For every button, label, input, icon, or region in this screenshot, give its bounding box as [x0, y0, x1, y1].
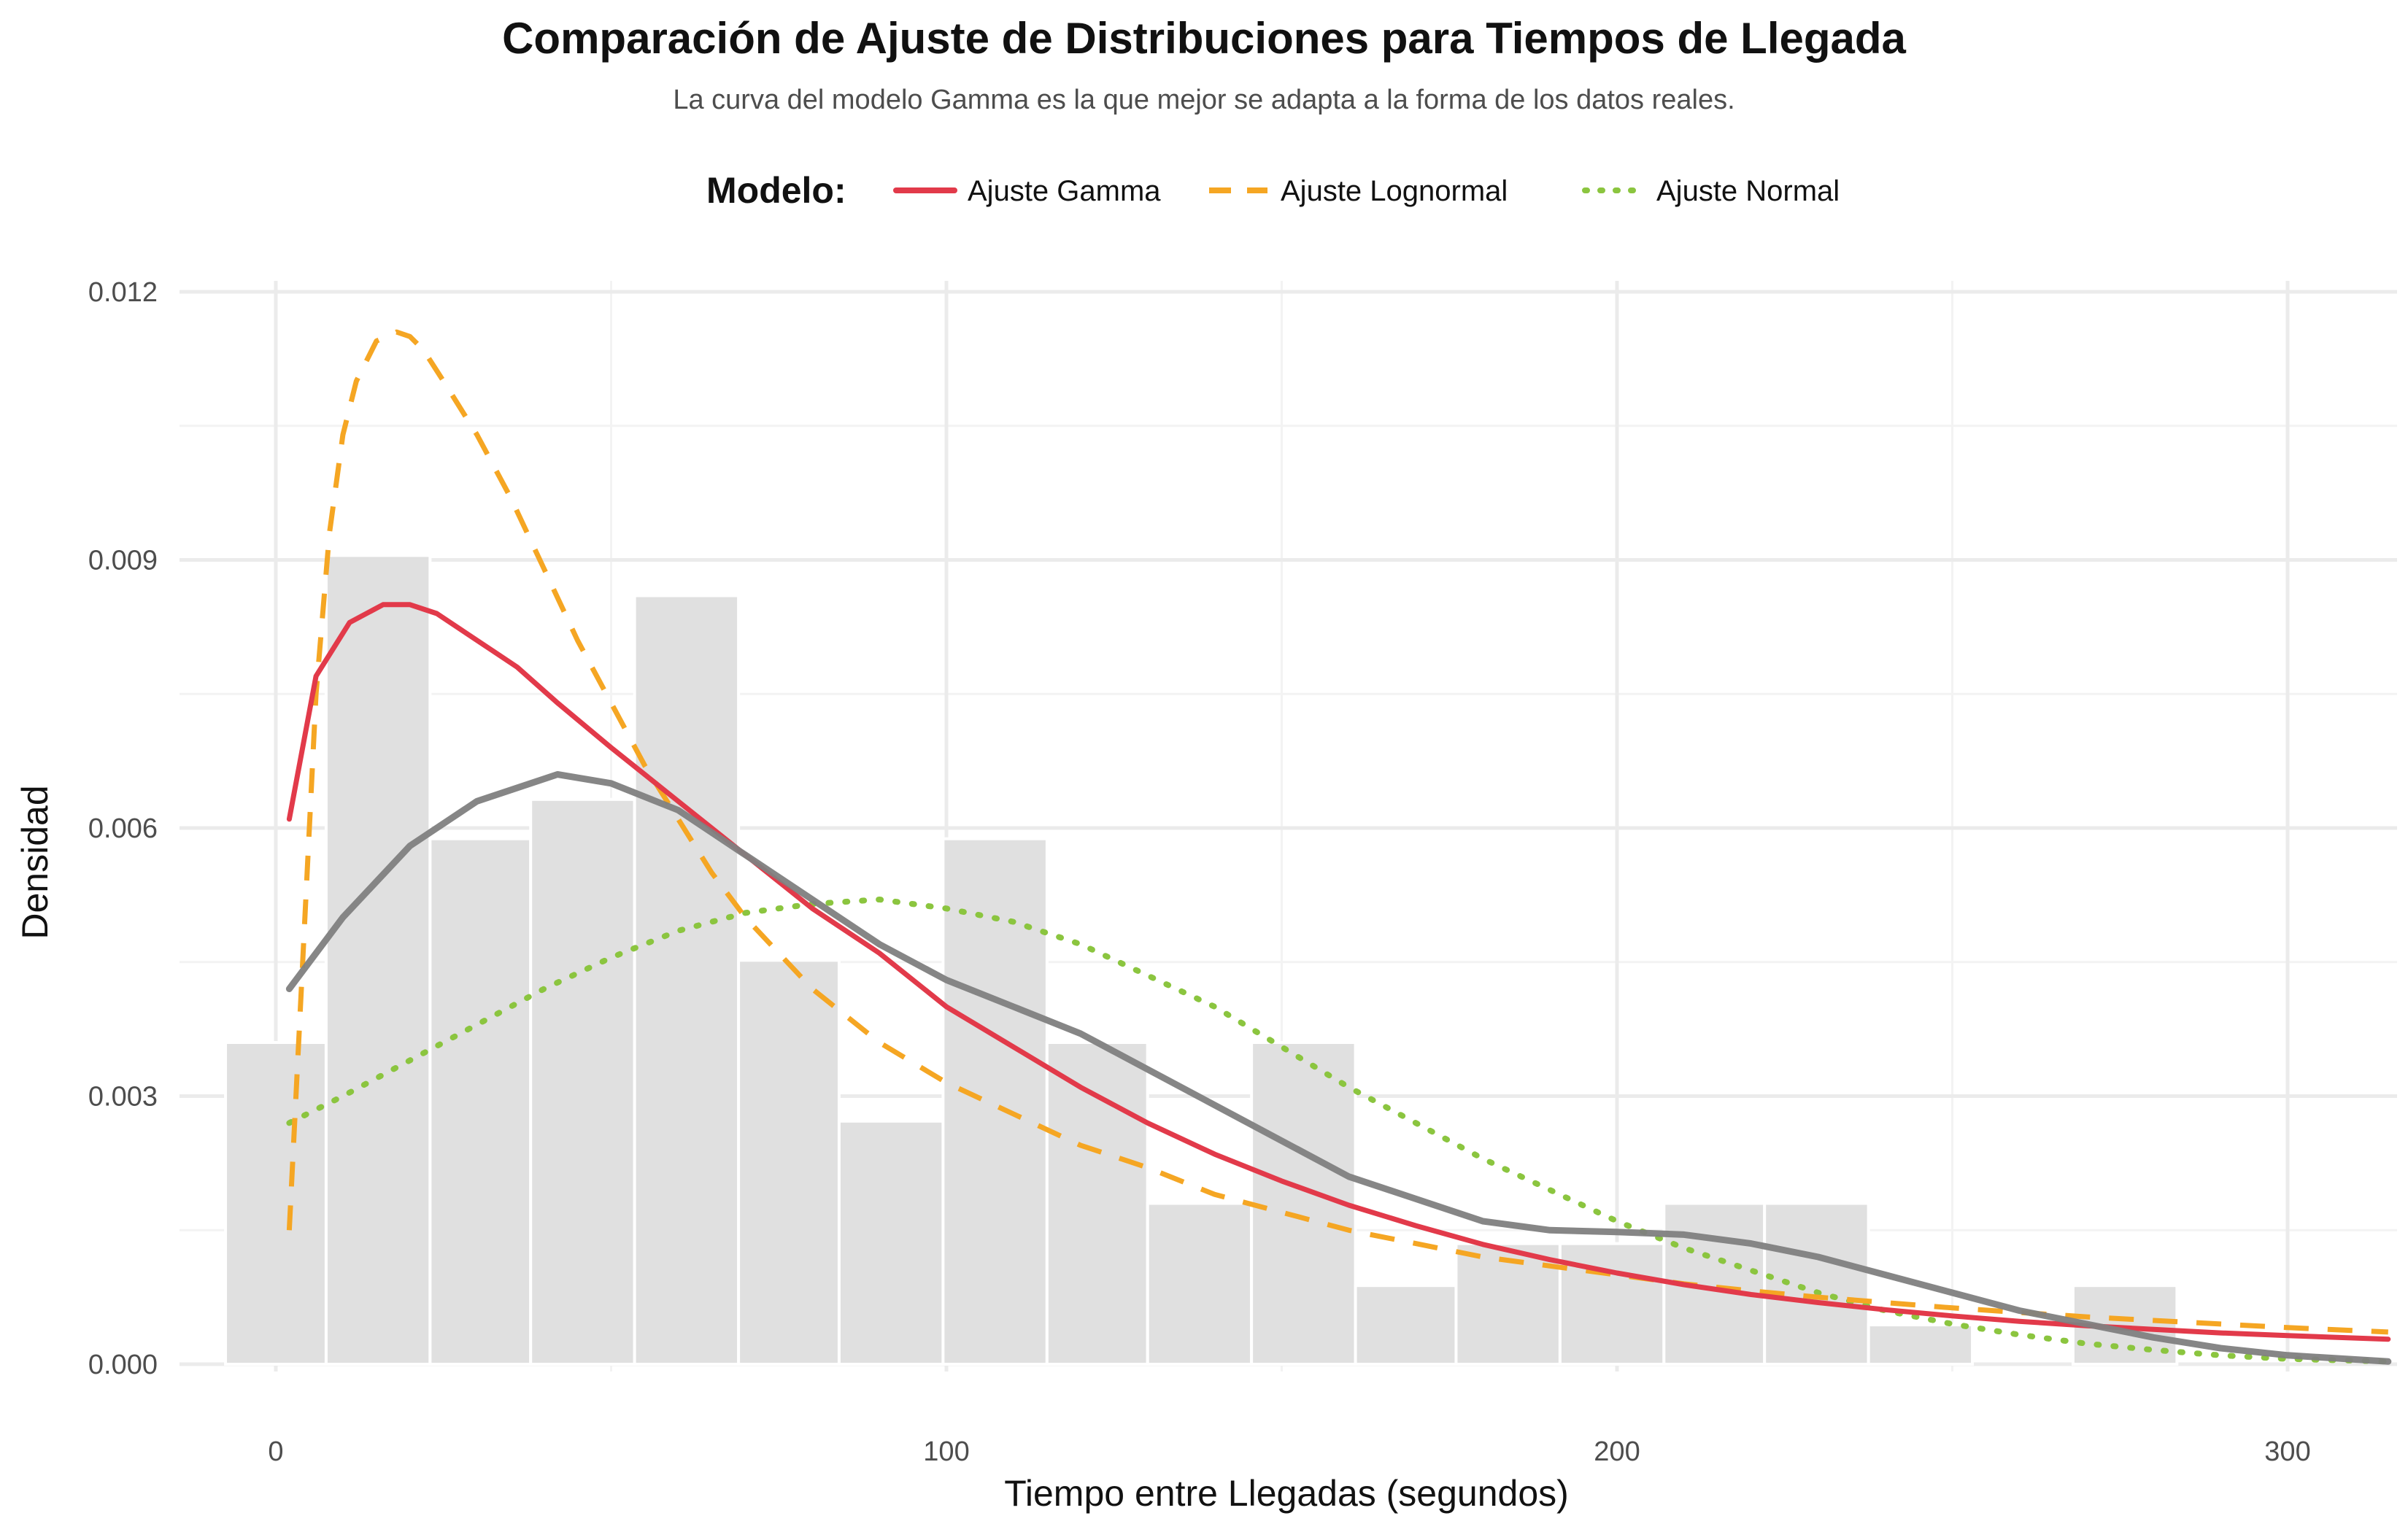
x-tick-label-3: 300	[2264, 1436, 2310, 1467]
legend-label-0: Ajuste Gamma	[968, 175, 1161, 207]
chart-title: Comparación de Ajuste de Distribuciones …	[502, 14, 1906, 63]
chart-subtitle: La curva del modelo Gamma es la que mejo…	[673, 85, 1735, 115]
histogram-bar-3	[529, 797, 636, 1366]
y-tick-label-3: 0.009	[88, 546, 158, 576]
legend-label-2: Ajuste Normal	[1656, 175, 1840, 207]
histogram-bar-15	[1763, 1202, 1870, 1366]
histogram-bars	[224, 554, 2179, 1366]
legend: Modelo: Ajuste Gamma Ajuste Lognormal Ajus…	[706, 170, 1840, 211]
y-axis-title: Densidad	[15, 785, 55, 939]
x-tick-label-1: 100	[923, 1436, 969, 1467]
series-line-1	[286, 329, 2388, 1335]
y-tick-label-1: 0.003	[88, 1082, 158, 1113]
histogram-bar-16	[1867, 1323, 1975, 1366]
y-tick-label-4: 0.012	[88, 277, 158, 308]
kde-line	[285, 771, 2392, 1365]
histogram-bar-4	[633, 594, 741, 1366]
series-line-2	[286, 897, 2391, 1365]
series-line-0	[286, 602, 2391, 1342]
histogram-bar-0	[224, 1041, 328, 1366]
histogram-bar-11	[1354, 1284, 1458, 1366]
x-axis-title: Tiempo entre Llegadas (segundos)	[1004, 1473, 1569, 1514]
histogram-bar-9	[1146, 1202, 1254, 1366]
axes: 0 100 200 300 0.000 0.003 0.006 0.009 0.012	[88, 277, 2311, 1467]
y-tick-label-0: 0.000	[88, 1350, 158, 1380]
histogram-bar-5	[737, 959, 841, 1366]
density-curves	[285, 329, 2392, 1365]
y-tick-label-2: 0.006	[88, 813, 158, 844]
histogram-bar-8	[1045, 1041, 1149, 1366]
histogram-bar-6	[837, 1119, 945, 1366]
histogram-bar-13	[1558, 1242, 1666, 1366]
x-tick-label-0: 0	[268, 1436, 283, 1467]
legend-title: Modelo:	[706, 170, 846, 211]
x-tick-label-2: 200	[1594, 1436, 1640, 1467]
legend-label-1: Ajuste Lognormal	[1281, 175, 1508, 207]
histogram-bar-1	[324, 554, 432, 1366]
histogram-bar-2	[428, 837, 533, 1366]
